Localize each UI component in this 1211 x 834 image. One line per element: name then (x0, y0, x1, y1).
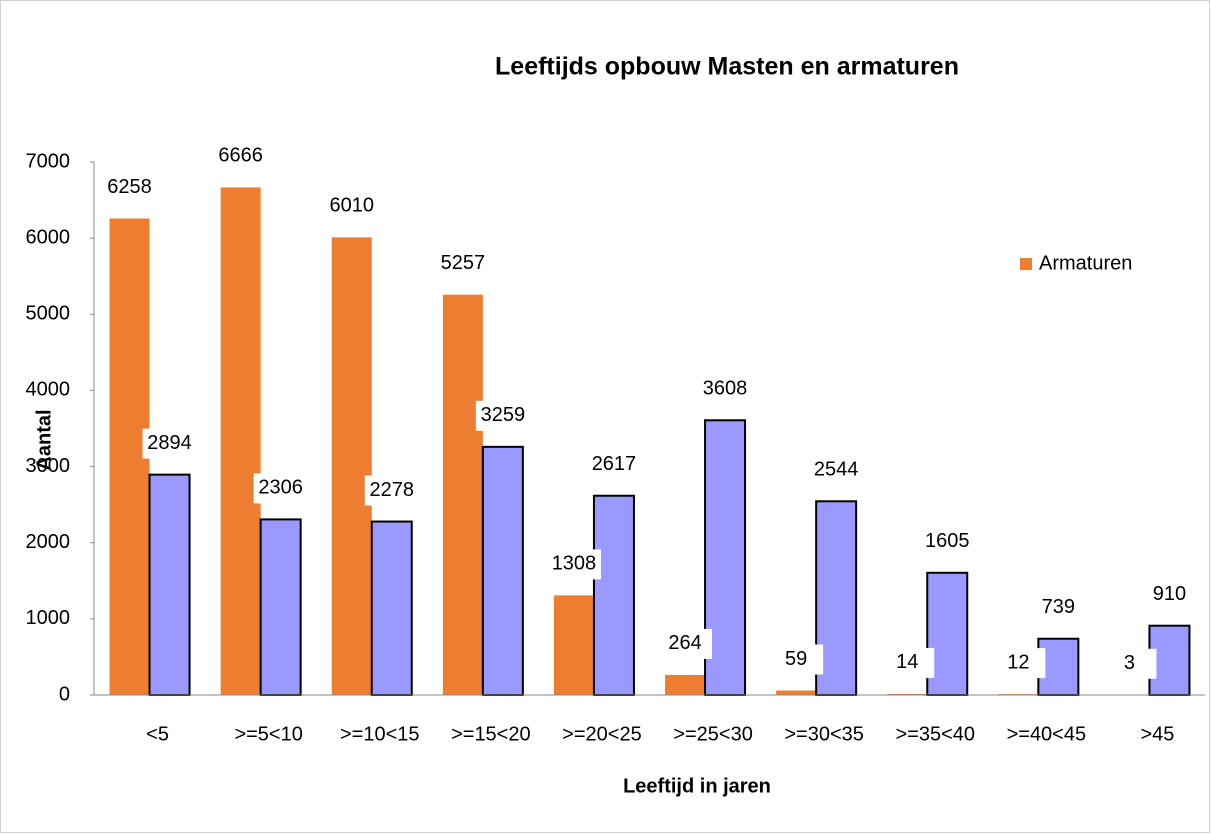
x-tick-label: <5 (146, 723, 169, 745)
data-label-bg (809, 455, 864, 486)
y-tick-label: 5000 (26, 303, 71, 325)
x-axis-title: Leeftijd in jaren (623, 775, 771, 797)
x-tick-label: >=25<30 (673, 723, 753, 745)
data-label-bg (1142, 579, 1197, 610)
bar (259, 518, 302, 696)
data-label: 910 (1153, 583, 1186, 605)
data-label-bg (920, 526, 975, 557)
bar (665, 674, 706, 695)
data-label-bg (991, 648, 1046, 679)
data-label-bg (880, 647, 935, 678)
data-label: 6258 (107, 176, 152, 198)
data-label: 3259 (481, 404, 526, 426)
x-tick-label: >=5<10 (234, 723, 302, 745)
data-label-bg (364, 475, 419, 506)
data-label: 12 (1007, 651, 1029, 673)
x-tick-label: >=10<15 (340, 723, 420, 745)
y-tick-label: 1000 (26, 607, 71, 629)
data-label-bg (698, 374, 753, 405)
data-label: 1605 (925, 530, 970, 552)
bar (776, 690, 817, 695)
x-tick-label: >=40<45 (1007, 723, 1087, 745)
y-tick-label: 0 (59, 683, 70, 705)
data-label-bg (324, 191, 379, 222)
data-label: 5257 (441, 252, 486, 274)
data-label: 2544 (814, 459, 859, 481)
legend-swatch (1020, 258, 1032, 270)
y-tick-label: 6000 (26, 226, 71, 248)
data-label-bg (213, 141, 268, 172)
data-label-bg (253, 473, 308, 504)
data-label: 3608 (703, 378, 748, 400)
y-tick-label: 7000 (26, 150, 71, 172)
bar (148, 473, 191, 696)
legend-label: Armaturen (1039, 252, 1132, 274)
bar (887, 693, 928, 695)
data-label: 2894 (147, 432, 192, 454)
data-label-bg (1031, 592, 1086, 623)
y-tick-label: 2000 (26, 531, 71, 553)
chart-title: Leeftijds opbouw Masten en armaturen (495, 53, 959, 81)
data-label: 3 (1124, 652, 1135, 674)
data-label-bg (586, 449, 641, 480)
y-tick-label: 4000 (26, 379, 71, 401)
data-label-bg (435, 248, 490, 279)
data-label: 59 (785, 648, 807, 670)
x-tick-label: >=20<25 (562, 723, 642, 745)
x-tick-label: >=15<20 (451, 723, 531, 745)
data-label-bg (1102, 648, 1157, 679)
data-label: 2617 (592, 453, 637, 475)
data-label-bg (769, 644, 824, 675)
data-label: 264 (668, 632, 701, 654)
data-label-bg (475, 400, 530, 431)
bar (481, 445, 524, 696)
data-label: 6010 (330, 195, 375, 217)
y-axis-title: Aantal (33, 409, 55, 470)
y-tick-label: 3000 (26, 455, 71, 477)
data-label: 6666 (218, 145, 263, 167)
bar (553, 595, 594, 695)
x-tick-label: >=30<35 (784, 723, 864, 745)
bar (331, 237, 372, 696)
data-label: 14 (896, 651, 918, 673)
bar (370, 520, 413, 696)
data-label: 1308 (552, 553, 597, 575)
data-label: 2278 (370, 479, 415, 501)
x-tick-label: >45 (1140, 723, 1174, 745)
data-label-bg (658, 628, 713, 659)
data-label-bg (142, 428, 197, 459)
data-label: 2306 (258, 477, 303, 499)
data-label-bg (102, 172, 157, 203)
bar (220, 187, 261, 696)
bar (442, 294, 483, 695)
data-label-bg (546, 549, 601, 580)
data-label: 739 (1042, 596, 1075, 618)
x-tick-label: >=35<40 (895, 723, 975, 745)
bar (592, 494, 635, 696)
